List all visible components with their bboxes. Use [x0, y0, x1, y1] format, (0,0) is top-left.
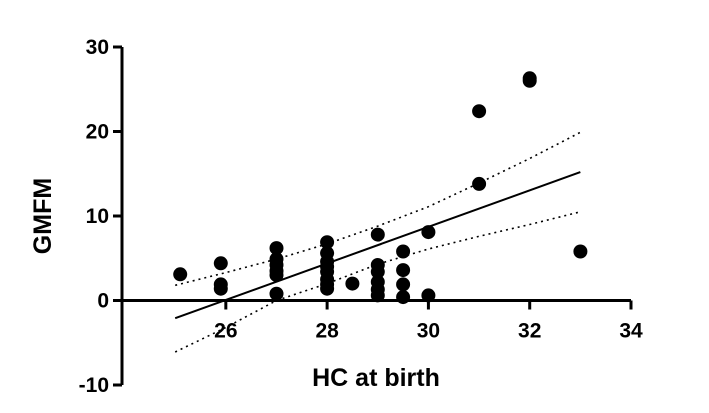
data-point: [269, 268, 284, 283]
x-axis-title: HC at birth: [312, 364, 440, 392]
data-point: [370, 264, 385, 279]
data-point: [213, 281, 228, 296]
data-point: [396, 277, 411, 292]
data-point: [370, 288, 385, 303]
x-tick-label: 32: [518, 320, 541, 343]
data-point: [320, 235, 335, 250]
y-tick-label: 20: [86, 121, 109, 144]
data-point: [269, 241, 284, 256]
x-axis: 26 28 30 32 34: [122, 299, 643, 343]
y-tick-label: 30: [86, 36, 109, 59]
data-point: [396, 244, 411, 259]
y-tick-label: 0: [97, 290, 109, 313]
data-point: [345, 276, 360, 291]
ci-upper-line: [175, 131, 581, 287]
x-tick-label: 30: [417, 320, 440, 343]
ci-lower-line: [174, 211, 581, 353]
y-tick-label: 10: [86, 205, 109, 228]
data-point: [269, 286, 284, 301]
data-point: [573, 244, 588, 259]
x-tick-label: 28: [315, 320, 339, 343]
y-axis-title: GMFM: [29, 178, 57, 254]
data-point: [370, 227, 385, 242]
regression-line: [174, 171, 581, 320]
data-point: [173, 267, 188, 282]
data-point: [522, 73, 537, 88]
y-tick-label: -10: [79, 374, 109, 397]
data-point: [421, 225, 436, 240]
data-point: [320, 281, 335, 296]
data-point: [396, 263, 411, 278]
x-tick-label: 26: [214, 320, 237, 343]
x-tick-label: 34: [619, 320, 643, 343]
data-point: [472, 104, 487, 119]
confidence-bands: [174, 131, 581, 353]
data-point: [396, 290, 411, 305]
data-point: [421, 288, 436, 303]
y-axis: -10 0 10 20 30: [79, 36, 124, 397]
data-point: [472, 176, 487, 191]
regression-line-group: [174, 171, 581, 320]
data-point: [213, 256, 228, 271]
data-points: [173, 71, 588, 305]
